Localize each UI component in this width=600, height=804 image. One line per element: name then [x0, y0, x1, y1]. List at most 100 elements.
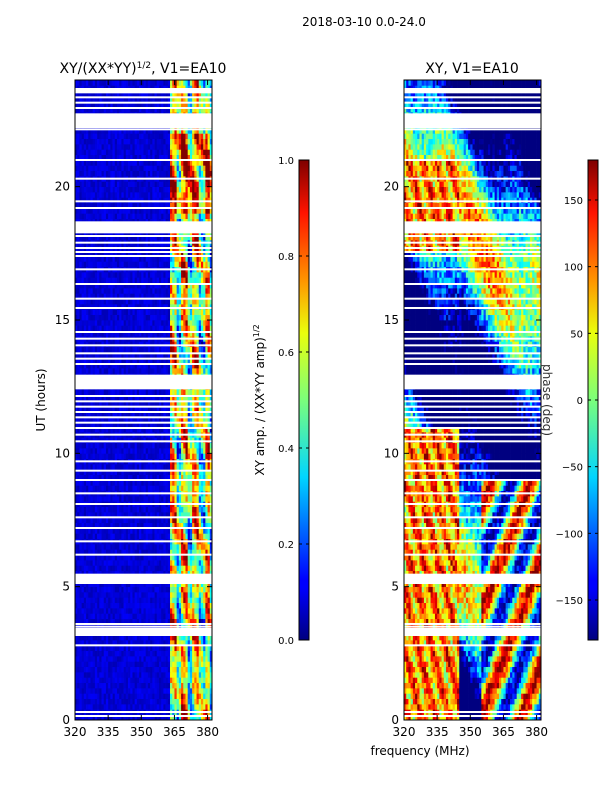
heatmap-cell: [132, 528, 136, 534]
heatmap-cell: [198, 330, 202, 337]
heatmap-cell: [136, 389, 140, 396]
heatmap-cell: [81, 421, 85, 428]
heatmap-cell: [196, 608, 200, 614]
heatmap-cell: [139, 309, 142, 316]
heatmap-cell: [75, 357, 78, 364]
heatmap-cell: [128, 410, 131, 417]
heatmap-cell: [86, 442, 89, 449]
heatmap-cell: [114, 410, 118, 417]
heatmap-cell: [205, 640, 208, 646]
heatmap-cell: [77, 645, 80, 652]
heatmap-cell: [203, 426, 206, 433]
heatmap-cell: [207, 346, 211, 353]
heatmap-cell: [81, 586, 85, 593]
heatmap-cell: [205, 389, 208, 396]
heatmap-cell: [181, 416, 184, 422]
heatmap-cell: [77, 368, 80, 374]
heatmap-cell: [130, 672, 133, 678]
heatmap-cell: [176, 618, 180, 625]
heatmap-cell: [163, 704, 166, 710]
heatmap-cell: [116, 592, 120, 598]
heatmap-cell: [128, 650, 131, 657]
heatmap-cell: [130, 298, 133, 305]
heatmap-cell: [83, 293, 87, 300]
heatmap-cell: [83, 672, 87, 678]
heatmap-cell: [167, 602, 171, 609]
heatmap-cell: [178, 421, 182, 428]
heatmap-cell: [130, 474, 133, 481]
heatmap-cell: [103, 341, 107, 348]
heatmap-cell: [83, 437, 87, 444]
heatmap-cell: [170, 650, 173, 657]
heatmap-cell: [99, 298, 102, 305]
heatmap-cell: [110, 704, 113, 710]
heatmap-cell: [156, 325, 160, 332]
heatmap-cell: [158, 448, 162, 454]
heatmap-cell: [185, 464, 189, 470]
heatmap-cell: [136, 405, 140, 412]
heatmap-cell: [189, 506, 193, 513]
heatmap-cell: [99, 613, 102, 620]
heatmap-cell: [83, 341, 87, 348]
heatmap-cell: [205, 533, 208, 540]
heatmap-cell: [145, 560, 149, 566]
heatmap-cell: [176, 634, 180, 641]
heatmap-cell: [97, 602, 100, 609]
heatmap-cell: [154, 346, 158, 353]
heatmap-cell: [165, 672, 169, 678]
heatmap-cell: [128, 442, 131, 449]
heatmap-cell: [183, 341, 186, 348]
heatmap-cell: [205, 597, 208, 604]
heatmap-cell: [203, 597, 206, 604]
heatmap-cell: [161, 405, 164, 412]
heatmap-cell: [121, 560, 124, 566]
heatmap-cell: [141, 581, 144, 588]
heatmap-cell: [183, 325, 186, 332]
heatmap-cell: [81, 533, 85, 540]
heatmap-cell: [196, 357, 200, 364]
heatmap-cell: [178, 453, 182, 460]
heatmap-cell: [119, 474, 122, 481]
heatmap-cell: [147, 544, 151, 550]
heatmap-cell: [92, 304, 96, 310]
heatmap-cell: [103, 421, 107, 428]
heatmap-cell: [97, 693, 100, 700]
heatmap-cell: [174, 650, 177, 657]
heatmap-cell: [86, 394, 89, 401]
heatmap-cell: [185, 437, 189, 444]
heatmap-cell: [167, 698, 171, 705]
heatmap-cell: [108, 357, 111, 364]
heatmap-cell: [158, 586, 162, 593]
heatmap-cell: [94, 570, 98, 577]
heatmap-cell: [194, 693, 197, 700]
heatmap-cell: [150, 400, 153, 406]
heatmap-cell: [105, 666, 109, 673]
heatmap-cell: [150, 448, 153, 454]
heatmap-cell: [154, 517, 158, 524]
heatmap-cell: [116, 325, 120, 332]
heatmap-cell: [130, 640, 133, 646]
heatmap-cell: [114, 586, 118, 593]
heatmap-cell: [83, 416, 87, 422]
heatmap-cell: [209, 554, 213, 561]
heatmap-cell: [181, 608, 184, 614]
heatmap-cell: [154, 608, 158, 614]
heatmap-cell: [86, 357, 89, 364]
heatmap-cell: [170, 352, 173, 358]
heatmap-cell: [207, 565, 211, 572]
heatmap-cell: [136, 485, 140, 492]
heatmap-cell: [112, 608, 116, 614]
heatmap-cell: [105, 362, 109, 369]
heatmap-cell: [196, 613, 200, 620]
heatmap-cell: [156, 496, 160, 502]
heatmap-cell: [150, 368, 153, 374]
heatmap-cell: [158, 474, 162, 481]
heatmap-cell: [181, 298, 184, 305]
heatmap-cell: [116, 389, 120, 396]
heatmap-cell: [172, 320, 175, 326]
heatmap-cell: [154, 522, 158, 529]
heatmap-cell: [110, 597, 113, 604]
heatmap-cell: [125, 597, 129, 604]
heatmap-cell: [167, 464, 171, 470]
heatmap-cell: [174, 517, 177, 524]
